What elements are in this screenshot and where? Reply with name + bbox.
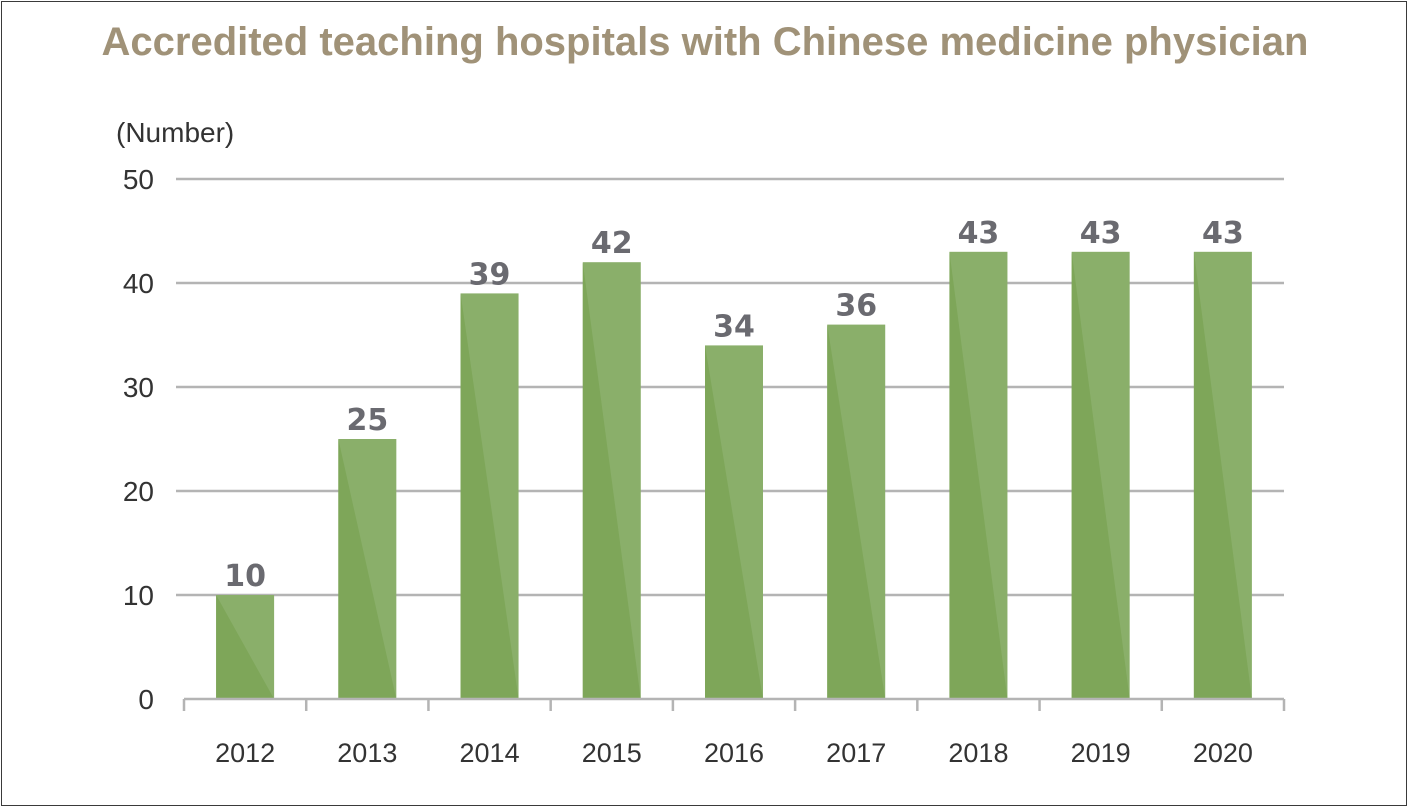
x-tick-label: 2014 bbox=[460, 738, 520, 768]
y-tick-label: 50 bbox=[123, 164, 154, 195]
x-tick-label: 2019 bbox=[1071, 738, 1131, 768]
data-label: 10 bbox=[224, 559, 266, 594]
bar-2012 bbox=[216, 595, 274, 699]
data-label: 43 bbox=[1080, 216, 1122, 251]
data-label: 43 bbox=[1202, 216, 1244, 251]
x-tick-label: 2020 bbox=[1193, 738, 1253, 768]
bar-2019 bbox=[1072, 252, 1130, 699]
bar-2016 bbox=[705, 345, 763, 699]
y-tick-label: 30 bbox=[123, 372, 154, 403]
x-tick-label: 2015 bbox=[582, 738, 642, 768]
x-tick-label: 2016 bbox=[704, 738, 764, 768]
data-label: 25 bbox=[346, 403, 388, 438]
data-label: 42 bbox=[591, 226, 633, 261]
bar-2013 bbox=[338, 439, 396, 699]
data-label: 34 bbox=[713, 309, 755, 344]
data-label: 43 bbox=[958, 216, 1000, 251]
bar-2020 bbox=[1194, 252, 1252, 699]
x-tick-label: 2018 bbox=[948, 738, 1008, 768]
bar-2018 bbox=[949, 252, 1007, 699]
bar-2015 bbox=[583, 262, 641, 699]
y-tick-label: 20 bbox=[123, 476, 154, 507]
bar-2014 bbox=[461, 293, 519, 699]
x-tick-label: 2012 bbox=[215, 738, 275, 768]
data-label: 39 bbox=[469, 257, 511, 292]
x-axis bbox=[184, 699, 1284, 711]
y-tick-label: 40 bbox=[123, 268, 154, 299]
data-label: 36 bbox=[835, 289, 877, 324]
bar-chart: 0 10 20 30 40 50 10 2012 25 2013 39 2014 42 2015 34 201… bbox=[0, 0, 1410, 809]
x-tick-label: 2013 bbox=[337, 738, 397, 768]
bar-2017 bbox=[827, 325, 885, 699]
y-tick-label: 0 bbox=[138, 684, 154, 715]
y-tick-label: 10 bbox=[123, 580, 154, 611]
x-tick-label: 2017 bbox=[826, 738, 886, 768]
